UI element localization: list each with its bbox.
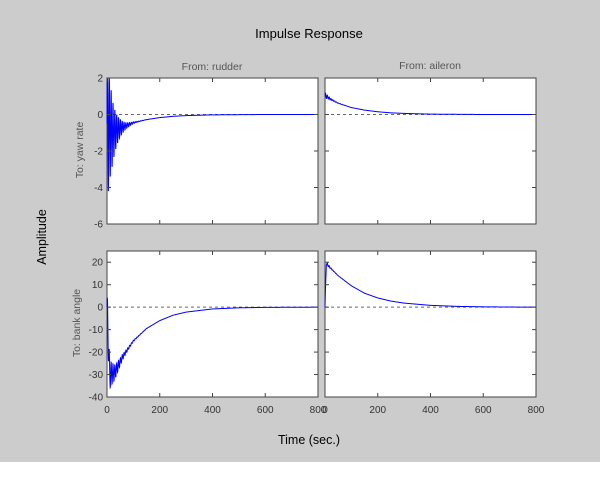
panel-rudder-to-yaw-rate-ytick-label: -6 bbox=[94, 220, 103, 231]
panel-rudder-to-bank-angle-xtick-label: 0 bbox=[104, 405, 110, 416]
panel-rudder-to-bank-angle-xtick-label: 600 bbox=[257, 405, 274, 416]
panel-aileron-to-bank-angle-plot-area bbox=[324, 250, 537, 398]
panel-rudder-to-bank-angle-plot-area bbox=[106, 250, 319, 398]
panel-rudder-to-bank-angle-xtick-label: 200 bbox=[151, 405, 168, 416]
panel-aileron-to-bank-angle-xtick-label: 0 bbox=[322, 405, 328, 416]
panel-rudder-to-bank-angle-xtick-label: 400 bbox=[204, 405, 221, 416]
impulse-response-chart: Impulse Response From: rudder From: aile… bbox=[35, 26, 545, 447]
y-axis-label: Amplitude bbox=[35, 209, 49, 265]
panel-rudder-to-bank-angle-xtick-label: 800 bbox=[310, 405, 327, 416]
panel-rudder-to-yaw-rate-ytick-label: 2 bbox=[97, 74, 103, 85]
panel-rudder-to-bank-angle-response-line bbox=[106, 297, 318, 390]
panel-rudder-to-yaw-rate-plot-area bbox=[106, 77, 319, 225]
x-axis-label: Time (sec.) bbox=[278, 433, 340, 447]
panel-rudder-to-bank-angle-ytick-label: -40 bbox=[89, 393, 104, 404]
panel-aileron-to-yaw-rate-response-line bbox=[324, 92, 536, 115]
panel-aileron-to-yaw-rate-plot-area bbox=[324, 77, 537, 225]
panel-rudder-to-yaw-rate-response-line bbox=[106, 77, 318, 192]
panel-rudder-to-bank-angle-ytick-label: -30 bbox=[89, 370, 104, 381]
panel-rudder-to-bank-angle-ytick-label: 20 bbox=[92, 258, 104, 269]
panel-aileron-to-bank-angle-response-line bbox=[324, 262, 536, 308]
column-title-rudder: From: rudder bbox=[182, 61, 243, 73]
panel-rudder-to-yaw-rate-ytick-label: -4 bbox=[94, 183, 103, 194]
panel-aileron-to-yaw-rate bbox=[324, 77, 537, 225]
panel-rudder-to-bank-angle-ytick-label: 0 bbox=[97, 303, 103, 314]
row-label-yaw-rate: To: yaw rate bbox=[74, 122, 86, 179]
panel-aileron-to-bank-angle-xtick-label: 800 bbox=[528, 405, 545, 416]
panel-aileron-to-bank-angle-xtick-label: 600 bbox=[475, 405, 492, 416]
panel-aileron-to-bank-angle: 0 200 400 600 800 bbox=[322, 250, 545, 416]
panel-rudder-to-yaw-rate-ytick-label: 0 bbox=[97, 110, 103, 121]
column-title-aileron: From: aileron bbox=[399, 60, 461, 72]
panel-aileron-to-bank-angle-xtick-label: 200 bbox=[369, 405, 386, 416]
chart-title: Impulse Response bbox=[255, 26, 363, 41]
panel-rudder-to-bank-angle-ytick-label: 10 bbox=[92, 280, 104, 291]
row-label-bank-angle: To: bank angle bbox=[71, 289, 83, 357]
panel-aileron-to-bank-angle-xtick-label: 400 bbox=[422, 405, 439, 416]
panel-rudder-to-yaw-rate: -6 -4 -2 0 2 bbox=[94, 74, 319, 231]
panel-rudder-to-bank-angle-ytick-label: -10 bbox=[89, 325, 104, 336]
figure-window: Impulse Response From: rudder From: aile… bbox=[0, 0, 600, 462]
panel-rudder-to-bank-angle-ytick-label: -20 bbox=[89, 348, 104, 359]
panel-rudder-to-yaw-rate-ytick-label: -2 bbox=[94, 147, 103, 158]
